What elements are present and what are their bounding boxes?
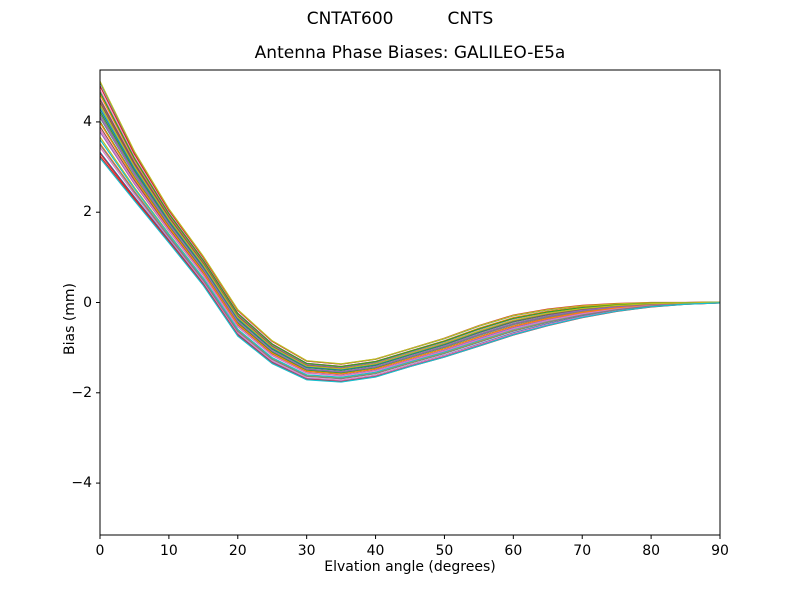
bias-curve xyxy=(100,157,720,383)
x-tick-label: 60 xyxy=(504,543,523,559)
bias-curves xyxy=(100,81,720,383)
x-tick-label: 10 xyxy=(159,543,178,559)
bias-curve xyxy=(100,128,720,377)
chart-title: Antenna Phase Biases: GALILEO-E5a xyxy=(254,43,566,63)
y-axis-label: Bias (mm) xyxy=(62,282,78,355)
x-tick-label: 80 xyxy=(642,543,661,559)
bias-curve xyxy=(100,98,720,369)
x-tick-label: 40 xyxy=(366,543,385,559)
y-tick-label: −4 xyxy=(71,475,92,492)
bias-curve xyxy=(100,102,720,370)
bias-curve xyxy=(100,82,720,365)
bias-curve xyxy=(100,105,720,370)
bias-curve xyxy=(100,116,720,373)
bias-curve xyxy=(100,108,720,371)
x-tick-label: 20 xyxy=(228,543,247,559)
bias-curve xyxy=(100,81,720,365)
bias-curve xyxy=(100,99,720,370)
bias-curve xyxy=(100,144,720,380)
x-tick-label: 70 xyxy=(573,543,592,559)
bias-curve xyxy=(100,104,720,370)
bias-curve xyxy=(100,111,720,372)
bias-curve xyxy=(100,85,720,365)
bias-curve xyxy=(100,122,720,375)
bias-curve xyxy=(100,94,720,368)
axes-box xyxy=(99,69,721,536)
x-axis-label: Elvation angle (degrees) xyxy=(324,559,496,575)
x-tick-label: 30 xyxy=(297,543,316,559)
bias-curve xyxy=(100,91,720,368)
x-tick-label: 90 xyxy=(711,543,729,559)
y-tick-label: −2 xyxy=(71,384,92,401)
y-tick-label: 2 xyxy=(83,204,92,221)
figure-suptitle: CNTAT600 CNTS xyxy=(306,9,494,29)
y-tick-label: 4 xyxy=(83,113,92,130)
x-tick-label: 50 xyxy=(435,543,454,559)
y-tick-label: 0 xyxy=(83,294,92,311)
x-tick-label: 0 xyxy=(95,543,105,559)
bias-curve xyxy=(100,89,720,367)
